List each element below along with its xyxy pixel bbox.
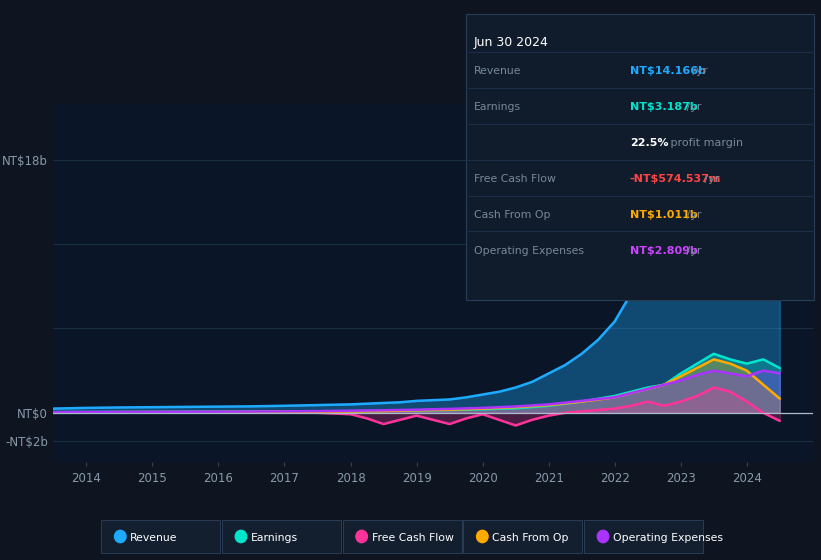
Text: Revenue: Revenue	[474, 66, 521, 76]
Text: NT$3.187b: NT$3.187b	[630, 102, 698, 112]
Text: Cash From Op: Cash From Op	[474, 210, 550, 220]
Text: NT$14.166b: NT$14.166b	[630, 66, 706, 76]
Text: Jun 30 2024: Jun 30 2024	[474, 36, 548, 49]
Text: Revenue: Revenue	[130, 533, 177, 543]
Text: profit margin: profit margin	[667, 138, 743, 148]
Text: /yr: /yr	[689, 66, 708, 76]
Text: Earnings: Earnings	[474, 102, 521, 112]
Text: Free Cash Flow: Free Cash Flow	[474, 174, 556, 184]
Text: Operating Expenses: Operating Expenses	[474, 246, 584, 256]
Text: 22.5%: 22.5%	[630, 138, 668, 148]
Text: /yr: /yr	[683, 210, 701, 220]
Text: Operating Expenses: Operating Expenses	[612, 533, 722, 543]
Text: NT$2.809b: NT$2.809b	[630, 246, 698, 256]
Text: /yr: /yr	[683, 246, 701, 256]
Text: -NT$574.537m: -NT$574.537m	[630, 174, 721, 184]
Text: Free Cash Flow: Free Cash Flow	[372, 533, 453, 543]
Text: /yr: /yr	[683, 102, 701, 112]
Text: Earnings: Earnings	[251, 533, 298, 543]
Text: Cash From Op: Cash From Op	[493, 533, 569, 543]
Text: NT$1.011b: NT$1.011b	[630, 210, 698, 220]
Text: /yr: /yr	[700, 174, 719, 184]
